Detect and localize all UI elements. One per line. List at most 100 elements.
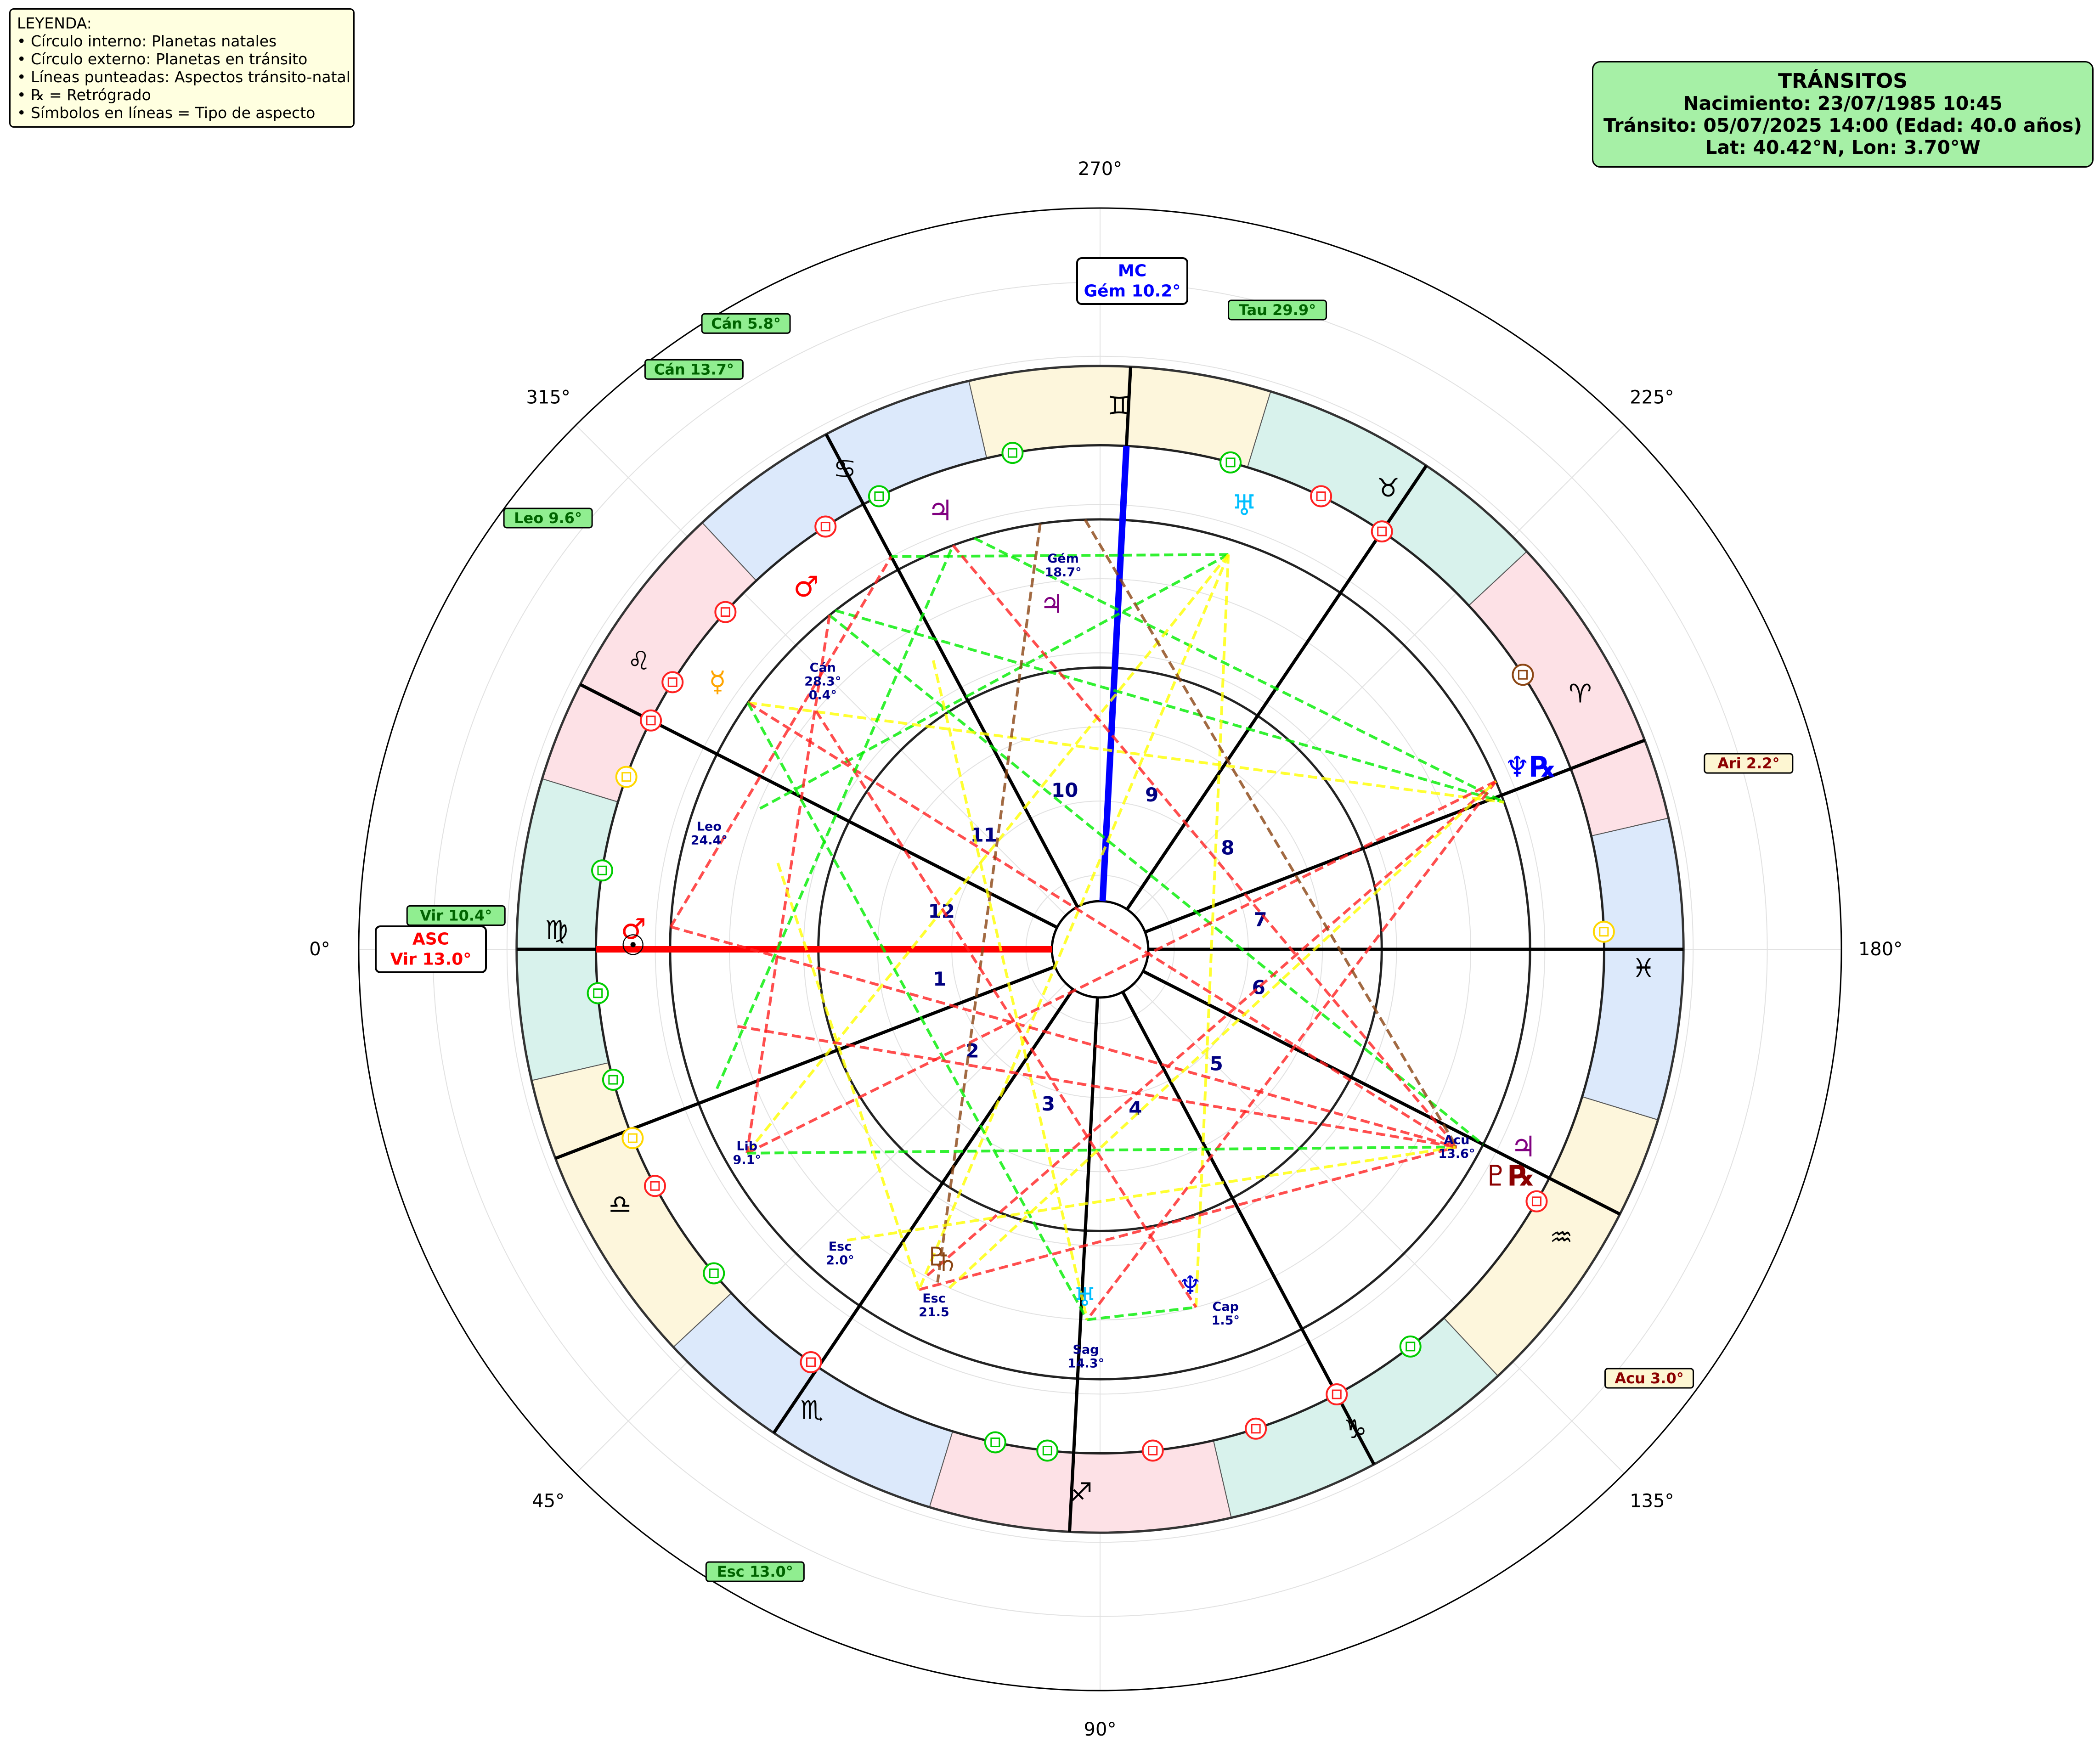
- aspect-marker-glyph: [597, 865, 607, 875]
- aspect-marker-glyph: [621, 772, 632, 782]
- aspect-line: [835, 609, 1505, 804]
- info-title: TRÁNSITOS: [1778, 69, 1908, 93]
- aspect-line: [747, 1145, 1457, 1155]
- aspect-marker: [714, 601, 737, 623]
- natal-planet: ♆: [1179, 1271, 1202, 1301]
- aspect-marker: [800, 1351, 822, 1374]
- natal-planet: ♄: [936, 1247, 959, 1277]
- aspect-marker-glyph: [627, 1133, 638, 1143]
- sign-glyph-escorpio: ♏: [801, 1395, 824, 1425]
- aspect-marker: [1219, 451, 1242, 474]
- natal-position-label: Leo: [697, 819, 722, 834]
- natal-position-label: Esc: [922, 1291, 946, 1306]
- transit-position-badge: [503, 507, 593, 529]
- aspect-line: [948, 780, 1497, 1289]
- aspect-line: [1194, 554, 1230, 1308]
- transit-position-badge: [1704, 753, 1794, 774]
- aspect-line: [1087, 1306, 1197, 1321]
- transit-position-label: Ari 2.2°: [1717, 755, 1779, 772]
- aspect-marker-glyph: [646, 716, 656, 726]
- aspect-marker-glyph: [1531, 1196, 1541, 1206]
- sign-glyph-acuario: ♒: [1550, 1223, 1573, 1252]
- natal-position-label: 24.4°: [691, 833, 728, 847]
- aspect-line: [847, 1145, 1457, 1242]
- angle-tick-label: 180°: [1858, 939, 1902, 960]
- house-cusp-3: [772, 988, 1075, 1434]
- aspect-marker-glyph: [608, 1075, 618, 1085]
- aspect-line: [746, 780, 1497, 1155]
- aspect-marker-glyph: [667, 677, 677, 687]
- aspect-line: [815, 710, 1197, 1308]
- transit-planet: ♅: [1231, 488, 1257, 522]
- natal-position-label: Sag: [1073, 1343, 1099, 1357]
- transit-position-label: Acu 3.0°: [1615, 1370, 1683, 1387]
- aspect-marker-glyph: [1251, 1424, 1261, 1434]
- aspect-marker: [1399, 1335, 1422, 1358]
- aspect-marker: [640, 709, 662, 732]
- angle-tick-label: 270°: [1078, 158, 1122, 180]
- sign-glyph-sagitario: ♐: [1070, 1478, 1093, 1508]
- aspect-marker: [591, 859, 613, 882]
- aspect-marker-glyph: [650, 1181, 660, 1191]
- aspect-marker: [1245, 1417, 1267, 1440]
- aspect-marker: [868, 485, 890, 507]
- transit-position-badge: [1228, 299, 1327, 321]
- transit-position-label: Esc 13.0°: [717, 1563, 793, 1580]
- legend-item-aspects: • Líneas punteadas: Aspectos tránsito-na…: [17, 68, 350, 86]
- aspect-marker-glyph: [806, 1357, 816, 1367]
- asc-label-title: ASC: [412, 930, 449, 949]
- aspect-marker: [602, 1069, 624, 1091]
- legend-heading: LEYENDA:: [17, 14, 92, 32]
- house-cusp-6: [1142, 970, 1621, 1216]
- transit-position-badge: [1604, 1368, 1694, 1389]
- info-transit: Tránsito: 05/07/2025 14:00 (Edad: 40.0 a…: [1603, 114, 2083, 136]
- natal-position-label: 0.4°: [809, 688, 837, 702]
- natal-position-label: Acu: [1444, 1133, 1469, 1147]
- natal-position-label: Esc: [829, 1240, 852, 1254]
- transit-planet: ☉: [620, 929, 646, 962]
- natal-position-label: 13.6°: [1438, 1147, 1475, 1161]
- house-cusp-8: [1144, 739, 1646, 934]
- grid-spoke: [576, 425, 1101, 950]
- transit-position-label: Vir 10.4°: [420, 907, 492, 925]
- aspect-marker-glyph: [1007, 448, 1017, 458]
- natal-planet: ♃: [1040, 589, 1063, 619]
- aspect-line: [756, 553, 1229, 812]
- asc-label-value: Vir 13.0°: [390, 950, 472, 969]
- aspect-line: [936, 523, 1042, 1283]
- house-number-3: 3: [1042, 1093, 1055, 1115]
- house-number-5: 5: [1210, 1052, 1223, 1075]
- aspect-marker: [984, 1431, 1006, 1454]
- sign-glyph-géminis: ♊: [1107, 391, 1130, 421]
- aspect-marker: [661, 671, 684, 693]
- legend-box: LEYENDA: • Círculo interno: Planetas nat…: [9, 8, 355, 128]
- aspect-marker-glyph: [1042, 1446, 1052, 1456]
- aspect-marker: [703, 1262, 725, 1285]
- aspect-line: [747, 701, 1505, 804]
- natal-position-label: Lib: [736, 1139, 757, 1153]
- asc-label-box: [375, 925, 487, 973]
- aspect-lines: [669, 519, 1505, 1321]
- natal-position-label: Cán: [810, 660, 836, 675]
- grid-spoke: [1100, 425, 1625, 950]
- aspect-marker: [587, 982, 609, 1004]
- natal-planet: ♅: [1073, 1282, 1096, 1312]
- aspect-line: [746, 702, 1089, 1320]
- aspect-marker: [1310, 485, 1332, 507]
- mc-axis-line: [1099, 445, 1130, 902]
- sign-glyph-libra: ♎: [609, 1190, 632, 1219]
- sign-glyph-virgo: ♍: [545, 915, 568, 945]
- natal-position-label: 18.7°: [1044, 565, 1081, 580]
- aspect-line: [1086, 780, 1497, 1321]
- natal-position-label: 14.3°: [1067, 1357, 1104, 1371]
- natal-position-label: 2.0°: [826, 1253, 854, 1268]
- aspect-marker: [644, 1175, 666, 1197]
- sign-glyph-leo: ♌: [627, 646, 650, 676]
- aspect-marker: [1141, 1439, 1164, 1462]
- sign-glyph-tauro: ♉: [1377, 474, 1400, 503]
- transit-planet: ♂: [793, 569, 819, 603]
- aspect-line: [670, 925, 1457, 1149]
- aspect-marker-glyph: [1225, 457, 1236, 468]
- aspect-marker: [1525, 1190, 1548, 1212]
